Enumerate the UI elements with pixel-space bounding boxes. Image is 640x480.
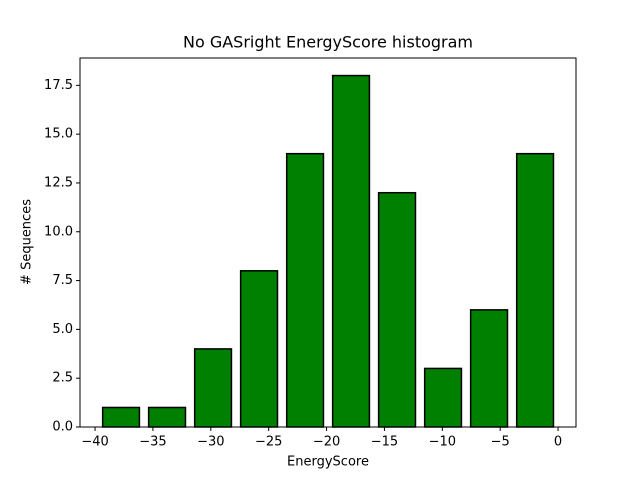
bar <box>101 406 141 428</box>
y-tick-label: 2.5 <box>52 371 73 386</box>
y-tick-label: 10.0 <box>44 224 73 239</box>
x-tick-label: −40 <box>81 435 108 450</box>
x-tick-label: −35 <box>139 435 166 450</box>
y-tick-label: 12.5 <box>44 175 73 190</box>
y-tick-label: 15.0 <box>44 127 73 142</box>
y-axis-label: # Sequences <box>20 199 35 285</box>
y-tick-label: 0.0 <box>52 420 73 435</box>
bar <box>423 367 463 428</box>
x-tick-label: −10 <box>429 435 456 450</box>
x-tick-label: −20 <box>313 435 340 450</box>
bar <box>515 152 555 428</box>
x-tick-label: −15 <box>371 435 398 450</box>
y-tick-label: 17.5 <box>44 78 73 93</box>
x-axis-label: EnergyScore <box>287 455 369 470</box>
chart-title: No GASright EnergyScore histogram <box>183 33 473 52</box>
x-tick-label: −25 <box>255 435 282 450</box>
x-tick-label: −5 <box>491 435 510 450</box>
bar <box>285 152 325 428</box>
x-tick-label: −30 <box>197 435 224 450</box>
x-tick-label: 0 <box>554 435 562 450</box>
plot-frame <box>79 57 577 428</box>
bar <box>377 191 417 428</box>
bar <box>239 270 279 428</box>
bar <box>193 348 233 428</box>
bar <box>469 309 509 428</box>
bar <box>331 74 371 428</box>
y-tick-label: 7.5 <box>52 273 73 288</box>
bar <box>147 406 187 428</box>
y-tick-label: 5.0 <box>52 322 73 337</box>
